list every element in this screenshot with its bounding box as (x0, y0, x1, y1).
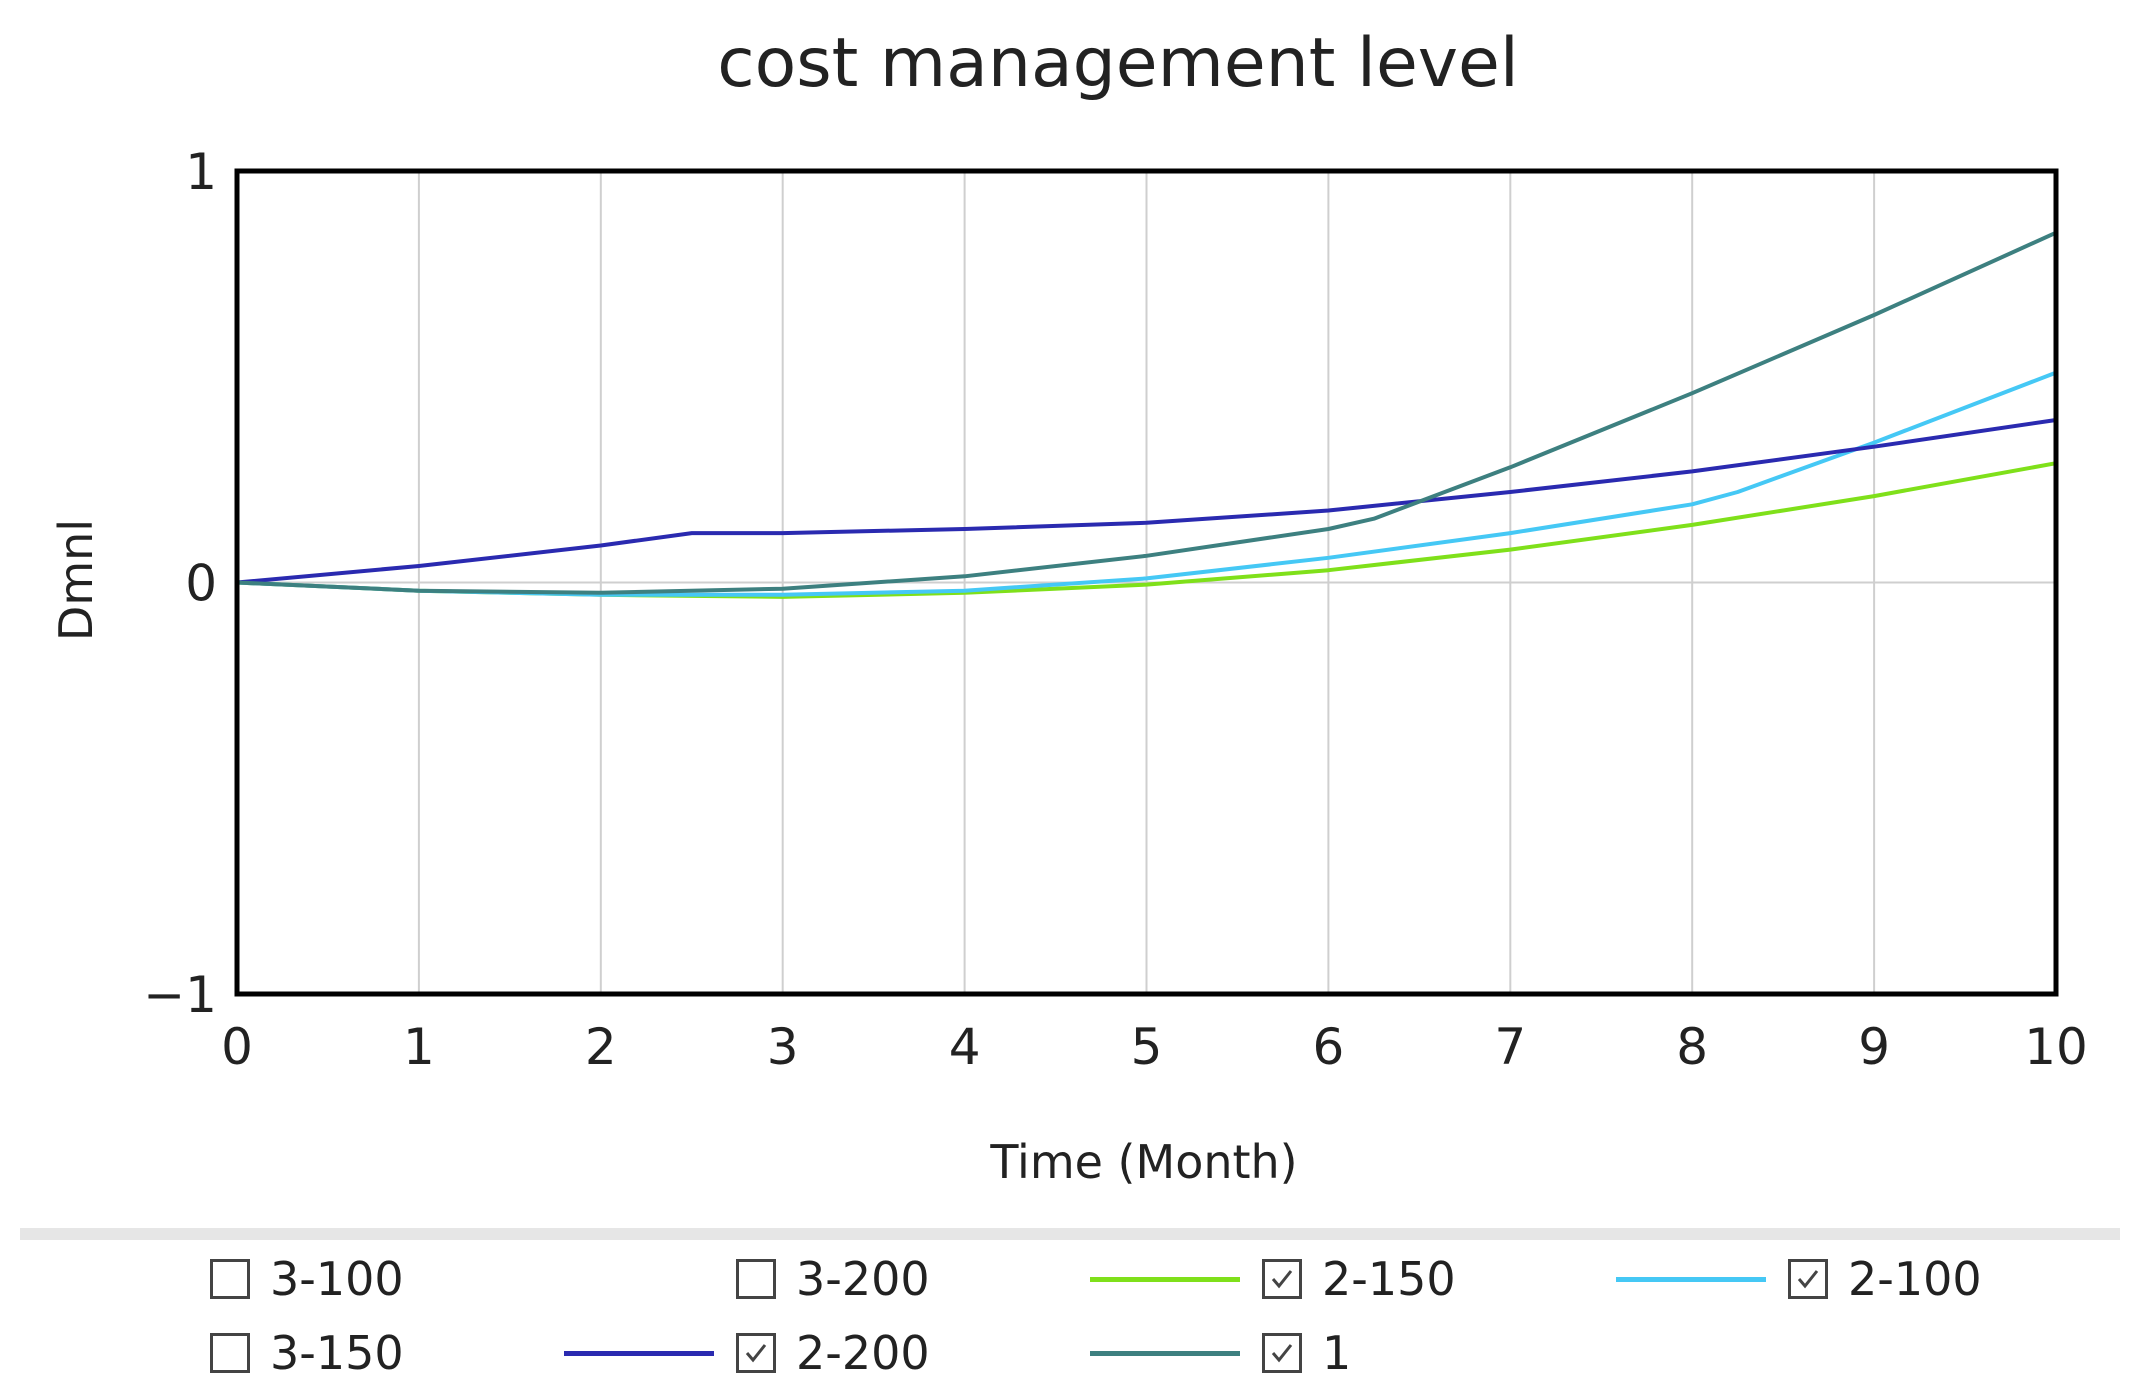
legend-swatch (564, 1350, 714, 1356)
x-tick-label: 4 (949, 1018, 981, 1076)
x-tick-label: 10 (2024, 1018, 2088, 1076)
legend-label: 2-100 (1848, 1252, 1982, 1306)
x-axis-label: Time (Month) (989, 1135, 1297, 1189)
legend-label: 3-200 (796, 1252, 930, 1306)
y-tick-label: 1 (185, 143, 217, 201)
series-lines (236, 230, 2057, 599)
legend-item-3-200[interactable]: 3-200 (736, 1252, 930, 1306)
y-tick-label: −1 (143, 966, 217, 1024)
legend-checkbox[interactable] (210, 1333, 250, 1373)
check-icon (745, 1344, 767, 1363)
legend-checkbox[interactable] (1788, 1259, 1828, 1299)
legend-item-2-100[interactable]: 2-100 (1616, 1252, 1982, 1306)
legend-item-1[interactable]: 1 (1090, 1326, 1351, 1380)
x-tick-label: 5 (1131, 1018, 1163, 1076)
chart-title: cost management level (717, 24, 1519, 103)
legend-label: 3-100 (270, 1252, 404, 1306)
y-tick-label: 0 (185, 555, 217, 613)
check-icon (1271, 1270, 1293, 1289)
legend-divider (20, 1228, 2120, 1240)
series-line-1 (236, 230, 2057, 595)
x-tick-label: 2 (585, 1018, 617, 1076)
legend-label: 2-150 (1322, 1252, 1456, 1306)
legend-swatch (1090, 1350, 1240, 1356)
check-icon (1271, 1344, 1293, 1363)
check-icon (1797, 1270, 1819, 1289)
legend-checkbox[interactable] (1262, 1333, 1302, 1373)
legend-item-2-150[interactable]: 2-150 (1090, 1252, 1456, 1306)
legend-item-2-200[interactable]: 2-200 (564, 1326, 930, 1380)
x-tick-label: 0 (221, 1018, 253, 1076)
legend-item-3-150[interactable]: 3-150 (210, 1326, 404, 1380)
x-tick-label: 1 (403, 1018, 435, 1076)
legend-checkbox[interactable] (1262, 1259, 1302, 1299)
y-axis-label: Dmnl (49, 519, 103, 641)
legend-checkbox[interactable] (210, 1259, 250, 1299)
legend-swatch (1616, 1276, 1766, 1282)
legend-checkbox[interactable] (736, 1259, 776, 1299)
x-tick-label: 6 (1312, 1018, 1344, 1076)
legend-label: 1 (1322, 1326, 1352, 1380)
x-tick-label: 8 (1676, 1018, 1708, 1076)
series-line-2-200 (236, 418, 2057, 585)
legend-checkbox[interactable] (736, 1333, 776, 1373)
legend-item-3-100[interactable]: 3-100 (210, 1252, 404, 1306)
legend-label: 2-200 (796, 1326, 930, 1380)
x-tick-label: 7 (1494, 1018, 1526, 1076)
x-tick-label: 3 (767, 1018, 799, 1076)
grid (237, 171, 2056, 994)
legend-swatch (1090, 1276, 1240, 1282)
x-tick-label: 9 (1858, 1018, 1890, 1076)
legend-label: 3-150 (270, 1326, 404, 1380)
plot-area (234, 168, 2059, 997)
